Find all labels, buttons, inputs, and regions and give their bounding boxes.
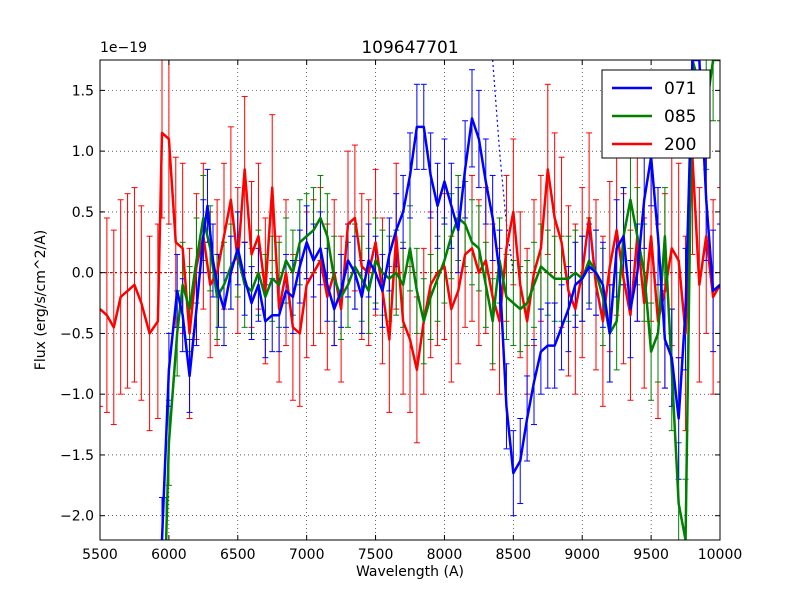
series-line-071 — [160, 60, 720, 540]
y-tick-label: 0.5 — [72, 205, 94, 221]
x-tick-label: 9500 — [633, 547, 669, 563]
y-axis-label: Flux (erg/s/cm^2/A) — [33, 230, 49, 370]
x-tick-label: 10000 — [698, 547, 743, 563]
series-line-085 — [164, 60, 720, 540]
y-tick-label: 1.5 — [72, 83, 94, 99]
legend-label-085: 085 — [664, 107, 696, 127]
x-tick-label: 5500 — [82, 547, 118, 563]
x-tick-label: 8500 — [496, 547, 532, 563]
x-tick-label: 9000 — [564, 547, 600, 563]
x-tick-label: 7500 — [358, 547, 394, 563]
ticks: 5500 6000 6500 7000 7500 8000 8500 9000 9500 1000… — [60, 60, 742, 563]
legend-label-071: 071 — [664, 79, 696, 99]
legend-label-200: 200 — [664, 135, 696, 155]
x-tick-label: 6000 — [151, 547, 187, 563]
x-axis-label: Wavelength (A) — [356, 564, 464, 580]
y-tick-label: −1.0 — [60, 387, 94, 403]
x-tick-label: 7000 — [289, 547, 325, 563]
y-tick-label: −2.0 — [60, 509, 94, 525]
y-offset-text: 1e−19 — [100, 40, 147, 56]
chart-title: 109647701 — [361, 38, 458, 58]
y-tick-label: 1.0 — [72, 144, 94, 160]
legend: 071 085 200 — [601, 69, 711, 159]
plot-frame — [99, 59, 721, 541]
y-tick-label: −1.5 — [60, 448, 94, 464]
y-tick-label: 0.0 — [72, 266, 94, 282]
blue-dotted-curve — [492, 60, 514, 273]
x-tick-label: 8000 — [427, 547, 463, 563]
y-tick-label: −0.5 — [60, 326, 94, 342]
x-tick-label: 6500 — [220, 547, 256, 563]
